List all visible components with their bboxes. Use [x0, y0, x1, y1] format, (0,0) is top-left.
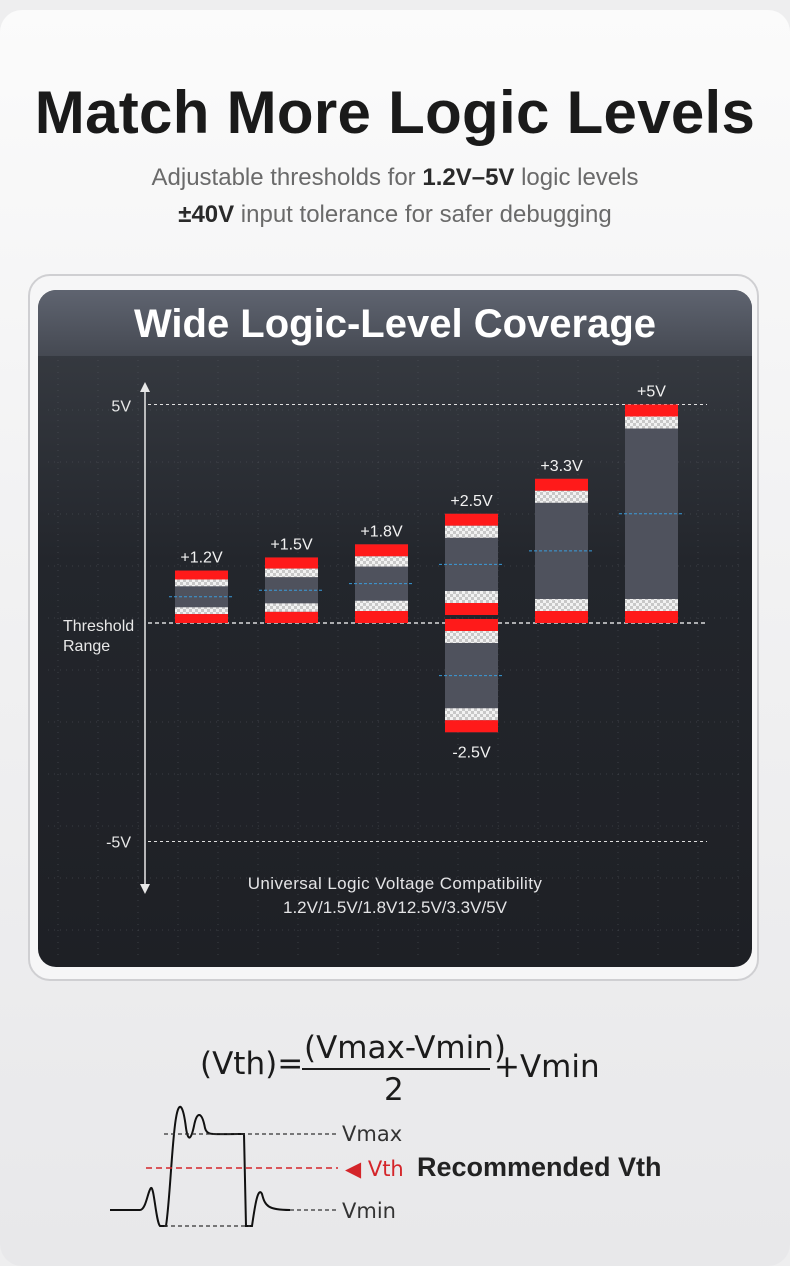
bar-label-top-0: +1.2V [180, 550, 223, 567]
chart-panel: Wide Logic-Level Coverage [38, 290, 752, 967]
bar-label-bottom-3: -2.5V [452, 744, 491, 761]
bar-band-top-0 [175, 579, 228, 587]
vmax-label: Vmax [342, 1122, 403, 1146]
bar-label-top-5: +5V [637, 384, 666, 401]
bar-edge-bottom-3 [445, 603, 498, 615]
vth-marker-label: ◀ Vth [345, 1157, 404, 1181]
formula-rhs: +Vmin [494, 1049, 600, 1085]
bar-band-bottom-3 [445, 591, 498, 603]
bar-band-top-1 [265, 568, 318, 578]
bar-band-bottom-neg-3 [445, 708, 498, 721]
y-axis-arrow-up [140, 382, 150, 392]
bar-edge-top-4 [535, 478, 588, 491]
bar-edge-bottom-4 [535, 611, 588, 623]
bar-band-top-neg-3 [445, 631, 498, 643]
chart-panel-header [38, 290, 752, 356]
bar-band-bottom-5 [625, 599, 678, 611]
bar-edge-bottom-0 [175, 614, 228, 623]
y-tick-label-min: -5V [106, 835, 131, 852]
subtitle-line-2: ±40V input tolerance for safer debugging [178, 201, 612, 228]
chart-caption-line-1: Universal Logic Voltage Compatibility [247, 874, 543, 893]
bar-band-top-4 [535, 490, 588, 503]
bar-band-top-5 [625, 416, 678, 429]
formula-numerator: (Vmax-Vmin) [304, 1030, 506, 1066]
subtitle-line-1: Adjustable thresholds for 1.2V–5V logic … [151, 164, 639, 191]
bar-edge-bottom-1 [265, 611, 318, 623]
y-tick-label-max: 5V [111, 399, 131, 416]
bar-band-top-3 [445, 525, 498, 538]
bar-band-bottom-4 [535, 599, 588, 611]
bar-band-bottom-1 [265, 603, 318, 612]
vmin-label: Vmin [342, 1199, 396, 1223]
bar-edge-top-2 [355, 544, 408, 557]
bar-edge-top-neg-3 [445, 619, 498, 631]
bar-edge-top-3 [445, 513, 498, 526]
bar-edge-bottom-neg-3 [445, 720, 498, 733]
y-axis-arrow-down [140, 884, 150, 894]
bar-label-top-1: +1.5V [270, 536, 313, 553]
bar-label-top-2: +1.8V [360, 523, 403, 540]
bar-edge-bottom-2 [355, 611, 408, 623]
page-title: Match More Logic Levels [34, 79, 756, 146]
bar-label-top-4: +3.3V [540, 458, 583, 475]
chart-caption-line-2: 1.2V/1.5V/1.8V12.5V/3.3V/5V [283, 898, 507, 917]
formula-denominator: 2 [384, 1072, 404, 1108]
signal-waveform [110, 1105, 291, 1227]
bar-edge-top-5 [625, 404, 678, 417]
bar-band-bottom-2 [355, 600, 408, 611]
y-axis-label: Threshold Range [63, 618, 134, 655]
formula-lhs: (Vth)= [200, 1046, 304, 1082]
bar-band-bottom-0 [175, 607, 228, 615]
bar-edge-top-1 [265, 557, 318, 569]
bar-label-top-3: +2.5V [450, 493, 493, 510]
chart-title: Wide Logic-Level Coverage [134, 302, 656, 346]
bar-edge-bottom-5 [625, 611, 678, 623]
bar-band-top-2 [355, 556, 408, 567]
recommended-vth-label: Recommended Vth [417, 1152, 662, 1182]
formula-fraction-bar [302, 1068, 490, 1070]
bar-edge-top-0 [175, 570, 228, 580]
